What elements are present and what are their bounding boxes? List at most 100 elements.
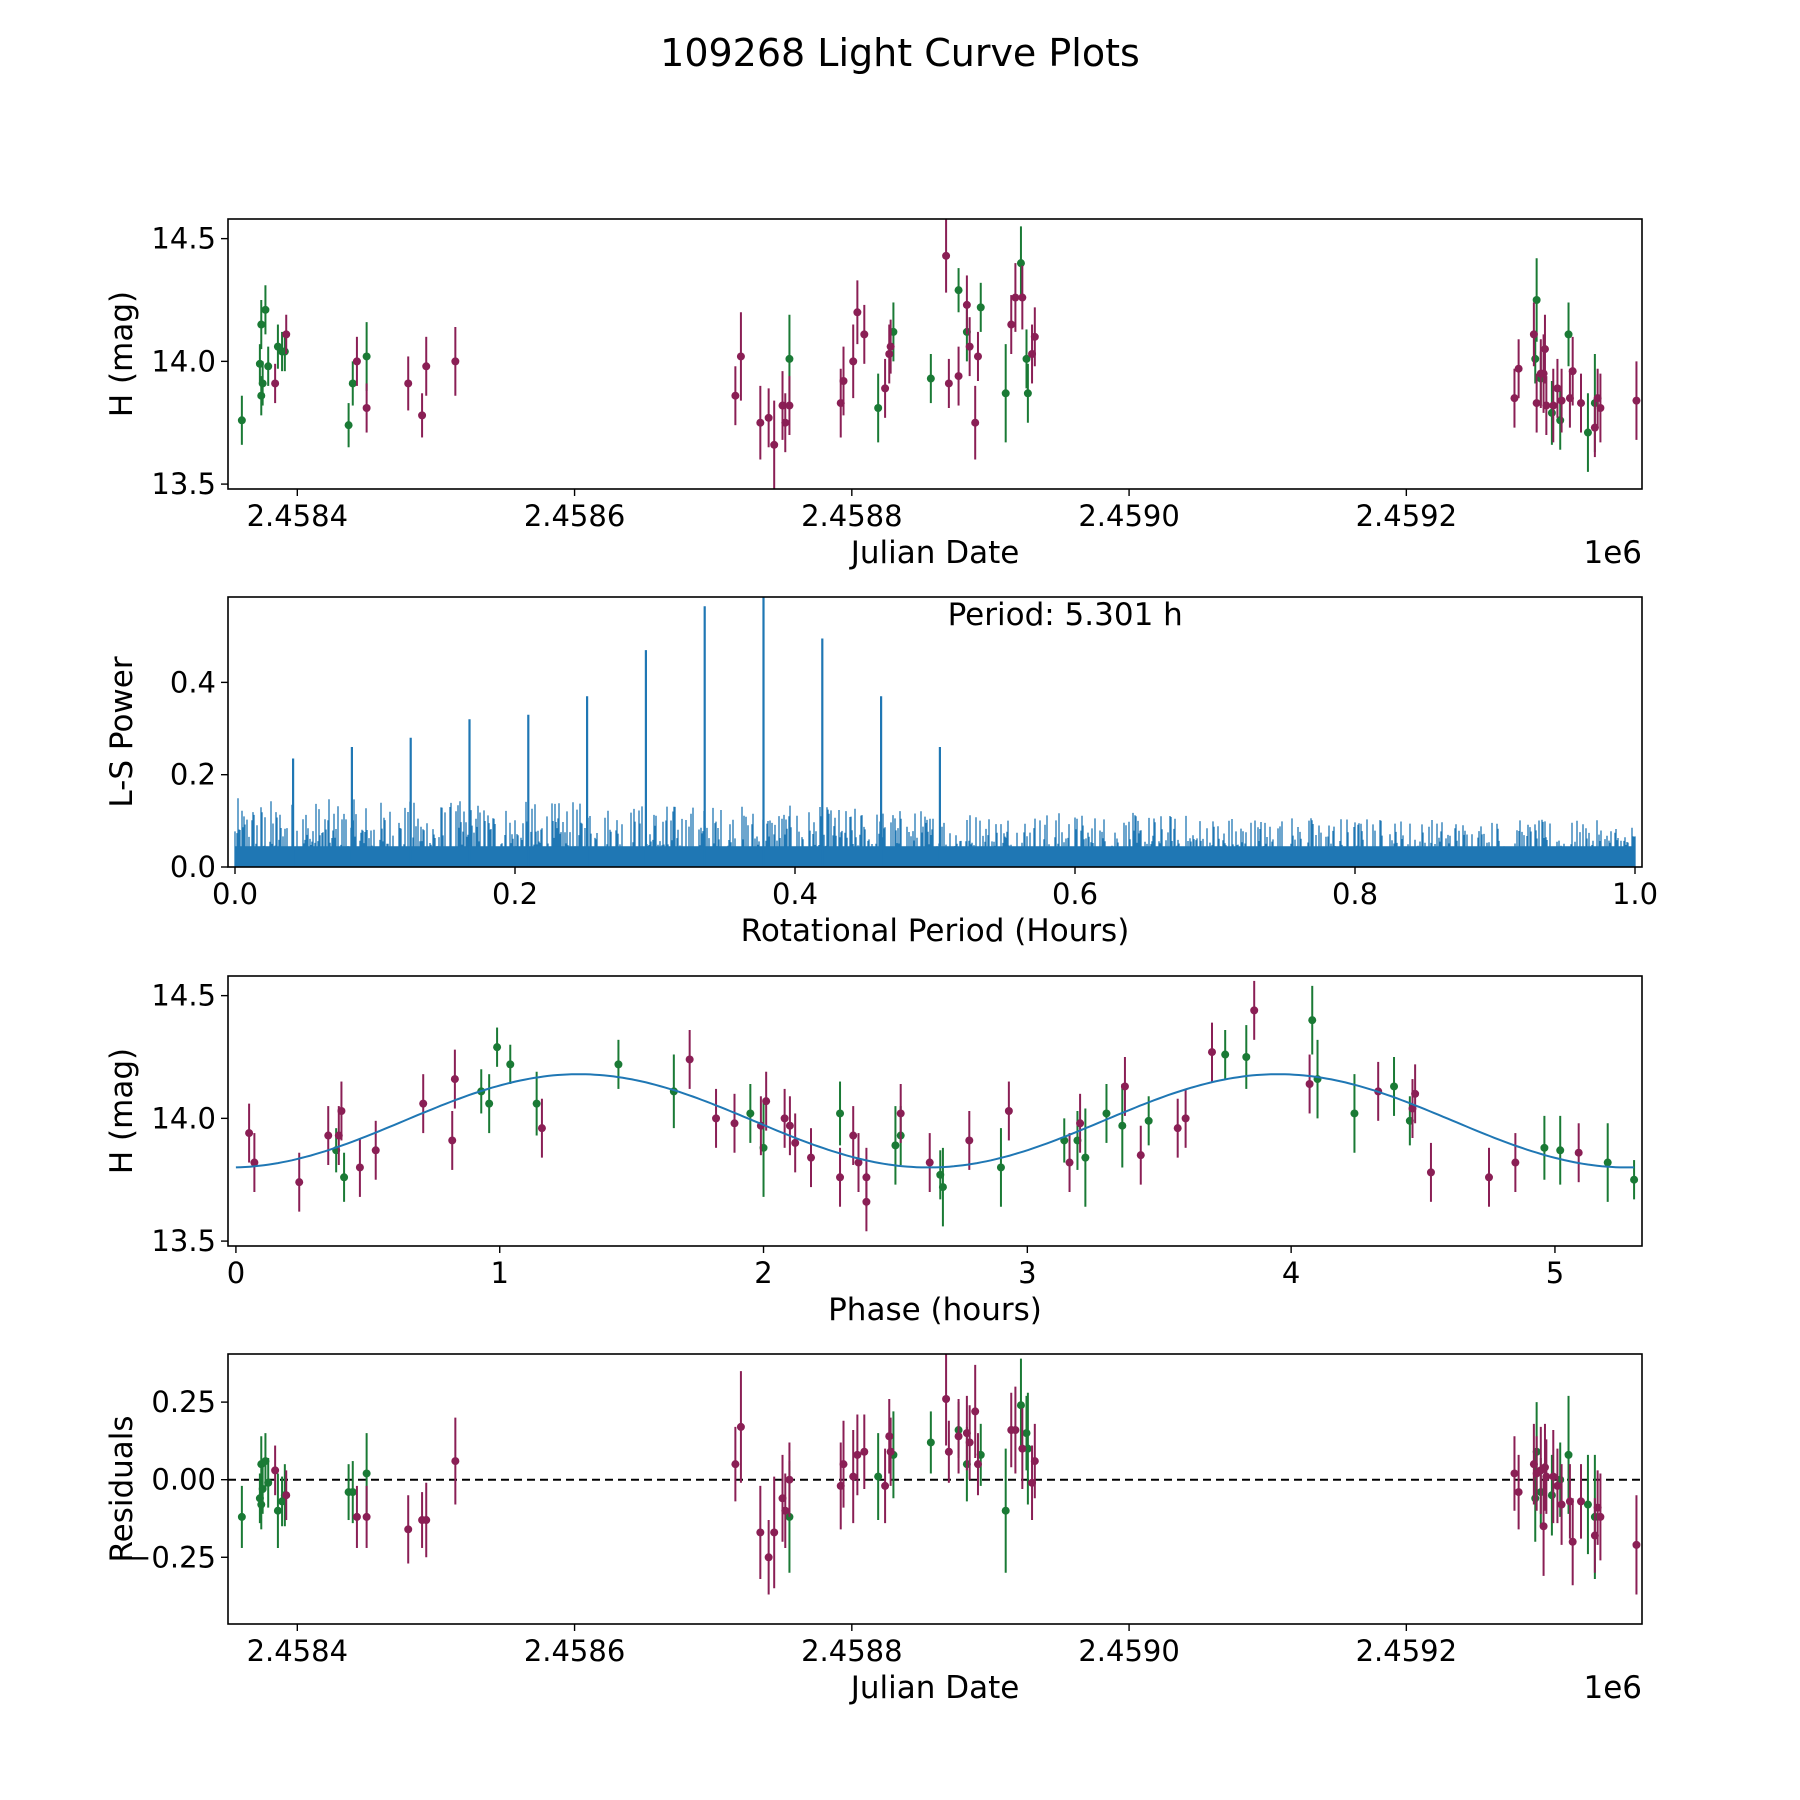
- data-point: [1564, 330, 1573, 339]
- data-point: [257, 320, 266, 329]
- data-point: [1411, 1089, 1420, 1098]
- data-point: [965, 342, 974, 351]
- data-point: [807, 1153, 816, 1162]
- data-point: [885, 350, 894, 358]
- x-axis-label: Phase (hours): [828, 1292, 1042, 1328]
- data-point: [264, 362, 273, 371]
- data-point: [1568, 367, 1577, 376]
- data-point: [1553, 384, 1562, 393]
- data-point: [1547, 408, 1556, 417]
- data-point: [854, 1158, 863, 1167]
- data-point: [1004, 1107, 1013, 1115]
- data-point: [973, 1460, 982, 1469]
- data-point: [785, 401, 794, 410]
- data-point: [736, 1422, 745, 1431]
- data-point: [839, 1460, 848, 1469]
- y-axis-label: H (mag): [104, 291, 140, 417]
- data-point: [1549, 401, 1558, 410]
- phased-panel: 0 1 2 3 4 5 13.5 14.0 14.5 Phase (hours) H (mag): [104, 975, 1643, 1328]
- data-point: [1510, 394, 1519, 403]
- data-point: [1603, 1158, 1612, 1167]
- data-point: [250, 1158, 259, 1167]
- data-point: [874, 1472, 883, 1481]
- x-offset-label: 1e6: [1583, 535, 1642, 571]
- data-point: [1118, 1121, 1127, 1130]
- data-point: [1022, 1429, 1031, 1438]
- data-point: [324, 1131, 333, 1140]
- data-point: [451, 357, 460, 366]
- data-point: [860, 1447, 869, 1456]
- data-point: [1547, 1491, 1556, 1500]
- data-point: [756, 1528, 765, 1537]
- data-point: [944, 379, 953, 388]
- y-tick-label: 0.0: [170, 850, 216, 884]
- data-point: [849, 1131, 858, 1140]
- data-point: [1022, 354, 1031, 363]
- data-point: [885, 1432, 894, 1441]
- data-point: [344, 421, 353, 430]
- data-point: [849, 357, 858, 366]
- data-point: [1484, 1173, 1493, 1182]
- data-point: [1531, 354, 1540, 363]
- data-point: [926, 1438, 935, 1447]
- data-point: [261, 305, 270, 314]
- data-point: [257, 1500, 266, 1509]
- data-point: [746, 1109, 755, 1118]
- y-tick-label: 0.25: [151, 1385, 216, 1419]
- x-tick-label: 2.4586: [524, 1634, 625, 1668]
- data-point: [280, 347, 289, 356]
- data-point: [340, 1173, 349, 1182]
- y-axis-label: L-S Power: [104, 656, 140, 807]
- data-point: [419, 1099, 428, 1108]
- data-point: [1016, 1401, 1025, 1410]
- x-tick-label: 2: [754, 1256, 772, 1290]
- y-tick-label: 0.00: [151, 1463, 216, 1497]
- data-point: [1120, 1082, 1129, 1091]
- data-point: [942, 251, 951, 260]
- y-tick-label: 13.5: [151, 467, 216, 501]
- data-point: [785, 1121, 794, 1130]
- data-point: [1557, 1500, 1566, 1509]
- x-tick-label: 0.0: [212, 877, 258, 911]
- data-point: [532, 1099, 541, 1108]
- data-point: [1305, 1080, 1314, 1088]
- data-point: [764, 413, 773, 422]
- data-point: [976, 303, 985, 312]
- residuals-panel: 2.4584 2.4586 2.4588 2.4590 2.4592 −0.25 0.00 0…: [104, 1353, 1643, 1706]
- data-point: [404, 379, 413, 388]
- data-point: [762, 1097, 771, 1106]
- data-point: [371, 1146, 380, 1155]
- data-point: [1542, 401, 1551, 410]
- data-point: [1549, 1472, 1558, 1481]
- x-tick-label: 1: [490, 1256, 508, 1290]
- series-filter_b: [271, 219, 1641, 489]
- data-point: [1023, 1444, 1032, 1453]
- data-point: [1207, 1048, 1216, 1057]
- data-point: [874, 404, 883, 412]
- y-tick-label: 0.2: [170, 758, 216, 792]
- x-tick-label: 0.8: [1332, 877, 1378, 911]
- data-point: [764, 1553, 773, 1562]
- lightcurve-panel: 2.4584 2.4586 2.4588 2.4590 2.4592 13.5 14.0 14…: [104, 218, 1643, 571]
- x-tick-label: 0.6: [1052, 877, 1098, 911]
- data-point: [1007, 320, 1016, 329]
- y-tick-label: 13.5: [151, 1224, 216, 1258]
- data-point: [1081, 1153, 1090, 1162]
- data-point: [1553, 1481, 1562, 1490]
- data-point: [264, 1478, 273, 1487]
- data-point: [422, 1516, 431, 1525]
- data-point: [731, 1460, 740, 1469]
- y-tick-label: −0.25: [127, 1540, 216, 1574]
- y-tick-label: 14.5: [151, 222, 216, 256]
- data-point: [273, 1506, 282, 1515]
- data-point: [1540, 345, 1549, 354]
- data-point: [781, 418, 790, 427]
- data-point: [1511, 1158, 1520, 1167]
- y-tick-label: 14.0: [151, 344, 216, 378]
- data-point: [1630, 1175, 1639, 1184]
- x-tick-label: 2.4586: [524, 499, 625, 533]
- data-point: [1011, 293, 1020, 302]
- data-point: [1540, 1143, 1549, 1152]
- data-point: [1540, 1463, 1549, 1472]
